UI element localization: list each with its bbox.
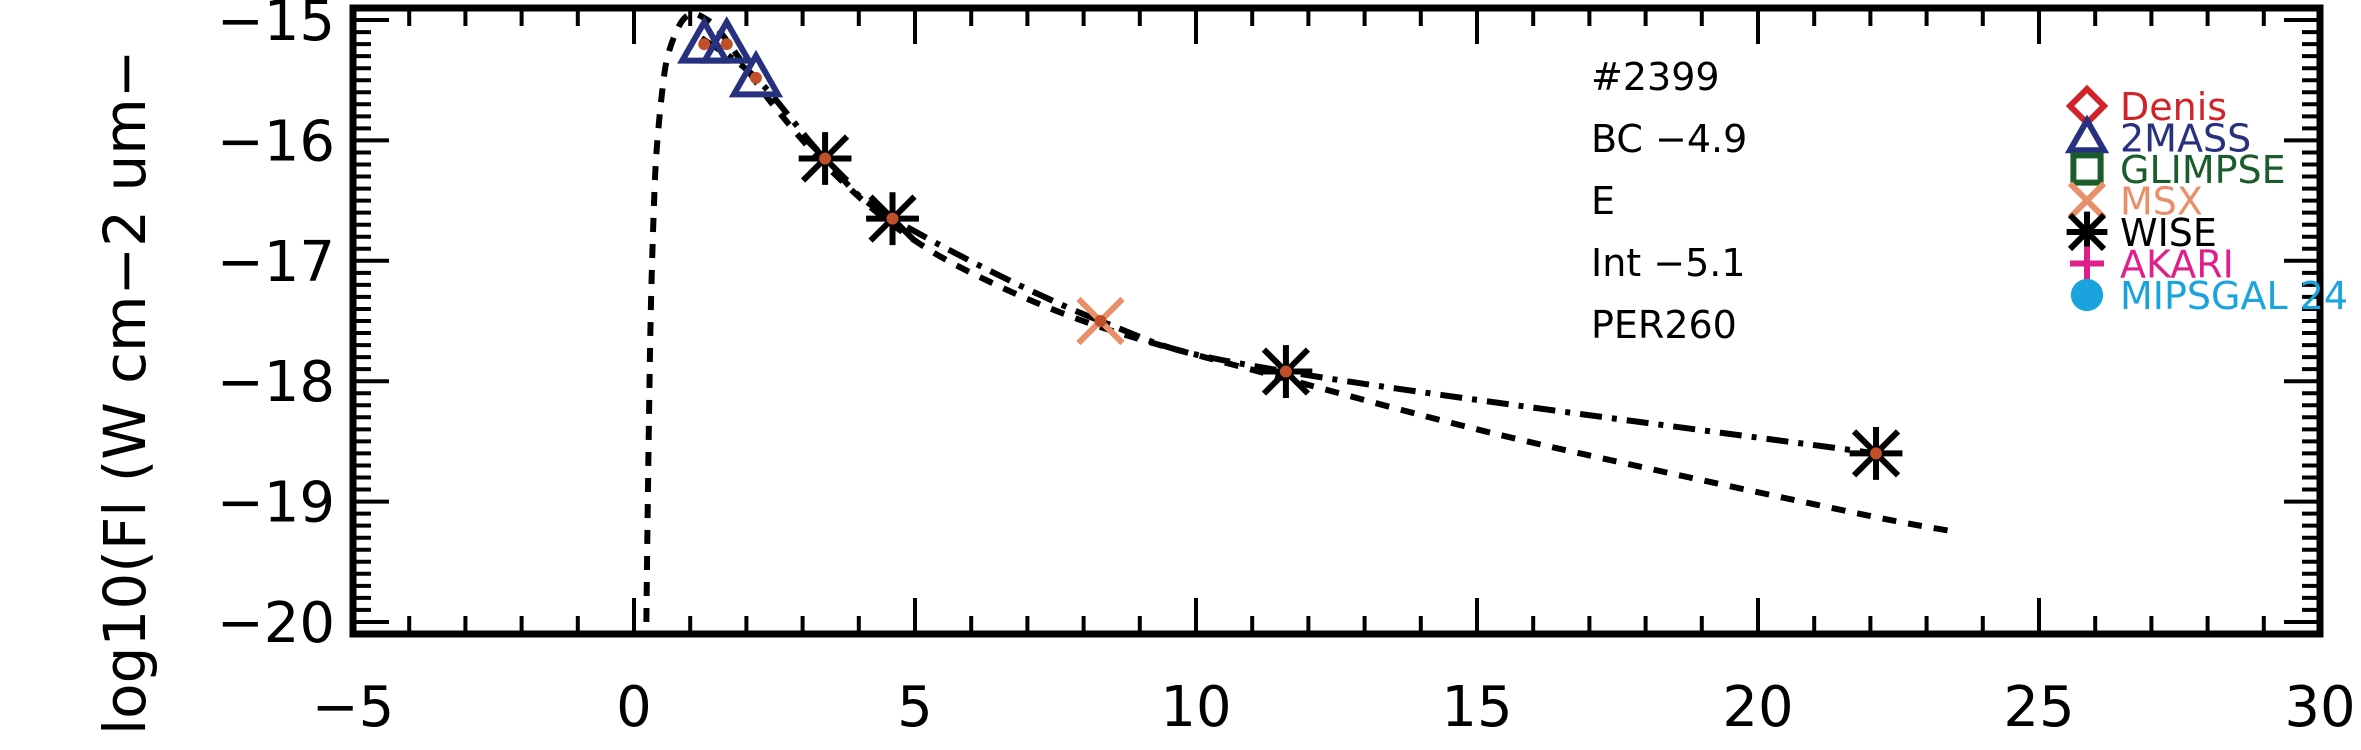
x-tick-label: 5 <box>897 675 933 740</box>
legend-2mass-label: 2MASS <box>2120 117 2251 161</box>
x-tick-label: 25 <box>2003 675 2074 740</box>
x-tick-label: 20 <box>1722 675 1793 740</box>
x-tick-label: 0 <box>616 675 652 740</box>
2mass-point-center <box>720 38 733 51</box>
wise-point-center <box>1870 447 1883 460</box>
2mass-point <box>699 16 754 64</box>
data-points <box>677 16 1903 480</box>
2mass-point <box>728 49 784 98</box>
legend-msx-icon-stroke-b <box>2067 181 2107 220</box>
annotation-line: PER260 <box>1591 303 1737 347</box>
x-tick-label: 30 <box>2284 675 2355 740</box>
legend-2mass-icon <box>2064 114 2110 154</box>
axis-labels: −5 0 5 10 15 20 25 30 −15 −16 −17 −18 −19 −20 log10(Fl… <box>91 0 2356 740</box>
wise-point-center <box>1279 365 1292 378</box>
legend-akari-label: AKARI <box>2120 243 2234 287</box>
legend-mipsgal-24-label: MIPSGAL 24 <box>2120 274 2348 318</box>
y-tick-label: −19 <box>217 471 335 536</box>
legend-msx-icon <box>2067 181 2107 220</box>
annotation-line: E <box>1591 179 1615 223</box>
y-tick-label: −18 <box>217 350 335 415</box>
model-curve-dashed <box>643 10 1956 622</box>
legend-mipsgal-24-icon <box>2070 278 2104 312</box>
y-tick-label: −16 <box>217 109 335 174</box>
y-tick-label: −20 <box>217 591 335 656</box>
wise-point-center <box>819 152 832 165</box>
model-curve-dashdot <box>699 35 1877 457</box>
y-axis-label: log10(Fl (W cm−2 um− <box>91 50 159 735</box>
legend-glimpse-label: GLIMPSE <box>2120 148 2286 192</box>
legend-msx-label: MSX <box>2120 180 2203 224</box>
annotation-block: #2399 BC −4.9 E Int −5.1 PER260 <box>1591 55 1747 347</box>
annotation-line: BC −4.9 <box>1591 117 1747 161</box>
annotation-line: Int −5.1 <box>1591 241 1746 285</box>
wise-point-center <box>886 212 899 225</box>
legend-denis-label: Denis <box>2120 85 2227 129</box>
legend-wise-label: WISE <box>2120 211 2217 255</box>
model-curves <box>643 10 1956 622</box>
2mass-point-center <box>698 38 711 51</box>
msx-point-center <box>1094 315 1107 327</box>
x-tick-label: 10 <box>1160 675 1231 740</box>
2mass-point-center <box>749 71 762 84</box>
annotation-line: #2399 <box>1591 55 1720 99</box>
y-tick-label: −17 <box>217 230 335 295</box>
legend-akari-icon <box>2070 246 2104 281</box>
axis-ticks <box>351 8 2322 634</box>
legend-wise-icon <box>2066 211 2108 253</box>
x-tick-label: −5 <box>312 675 395 740</box>
x-tick-label: 15 <box>1441 675 1512 740</box>
y-tick-label: −15 <box>217 0 335 54</box>
legend-glimpse-icon <box>2070 152 2104 186</box>
